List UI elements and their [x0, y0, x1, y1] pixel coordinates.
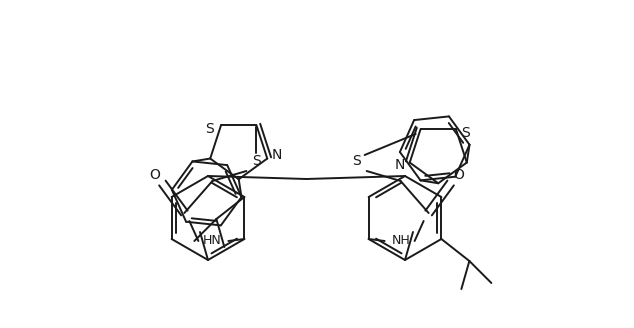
Text: S: S	[252, 154, 261, 168]
Text: N: N	[272, 148, 283, 162]
Text: HN: HN	[203, 234, 222, 247]
Text: NH: NH	[391, 234, 410, 247]
Text: S: S	[205, 122, 214, 136]
Text: S: S	[462, 126, 470, 140]
Text: N: N	[394, 157, 405, 172]
Text: S: S	[353, 154, 361, 168]
Text: O: O	[149, 168, 160, 182]
Text: O: O	[453, 168, 464, 182]
